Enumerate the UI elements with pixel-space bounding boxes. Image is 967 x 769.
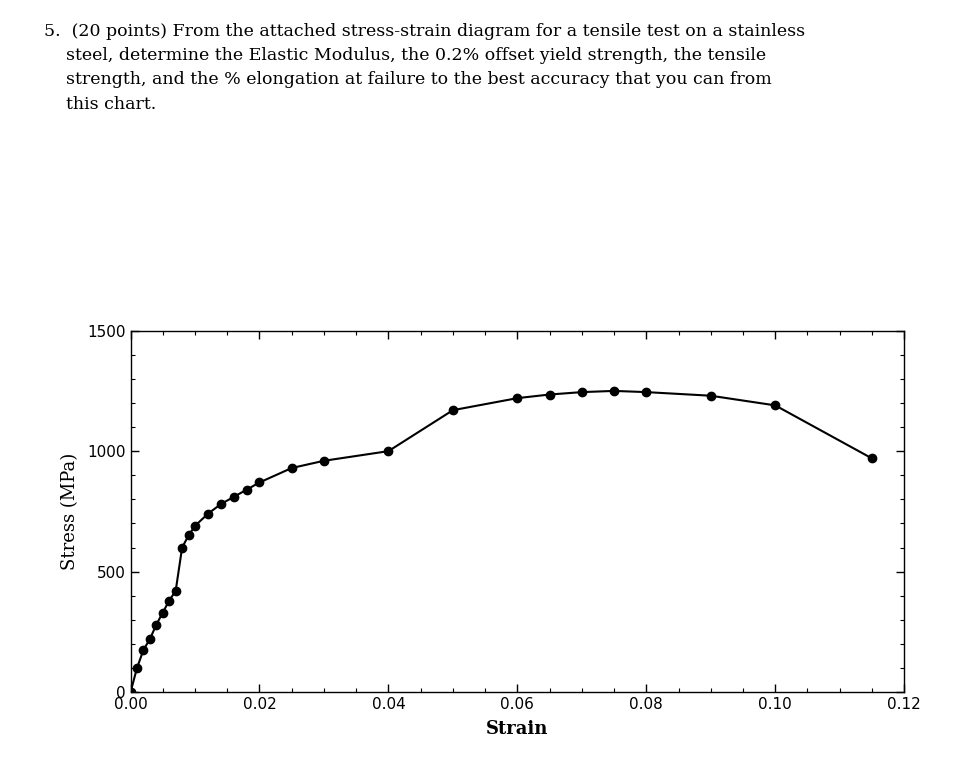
X-axis label: Strain: Strain bbox=[486, 721, 548, 738]
Y-axis label: Stress (MPa): Stress (MPa) bbox=[61, 453, 79, 570]
Text: 5.  (20 points) From the attached stress-strain diagram for a tensile test on a : 5. (20 points) From the attached stress-… bbox=[44, 23, 805, 112]
